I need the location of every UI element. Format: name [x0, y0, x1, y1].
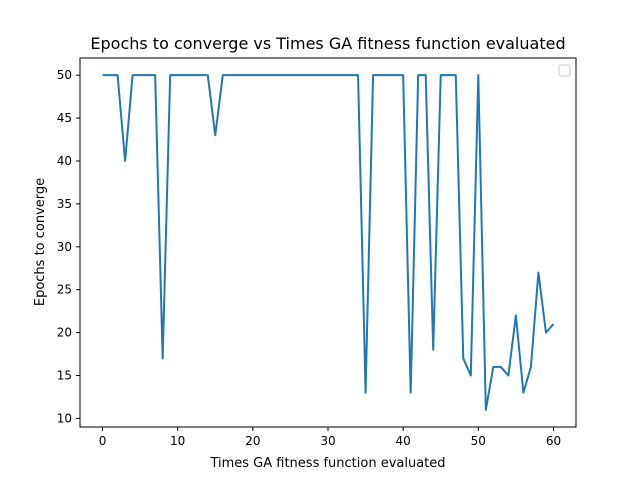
x-axis-label: Times GA fitness function evaluated: [209, 456, 445, 471]
legend: [558, 64, 571, 77]
x-tick-label: 10: [170, 434, 185, 448]
x-tick-label: 0: [99, 434, 107, 448]
x-tick-label: 40: [396, 434, 411, 448]
x-axis: 0 10 20 30 40 50 60: [99, 427, 561, 448]
y-tick-label: 15: [57, 369, 72, 383]
y-tick-label: 40: [57, 154, 72, 168]
y-axis-label: Epochs to converge: [33, 178, 48, 306]
x-tick-label: 30: [320, 434, 335, 448]
series-line-0: [102, 74, 555, 411]
y-tick-label: 30: [57, 240, 72, 254]
y-tick-label: 45: [57, 111, 72, 125]
y-tick-label: 35: [57, 197, 72, 211]
y-axis: 10 15 20 25 30 35 40 45 50: [57, 68, 80, 425]
series-layer: [102, 74, 555, 411]
chart-title: Epochs to converge vs Times GA fitness f…: [90, 34, 565, 53]
y-tick-label: 50: [57, 68, 72, 82]
y-tick-label: 20: [57, 326, 72, 340]
y-tick-label: 10: [57, 411, 72, 425]
y-tick-label: 25: [57, 283, 72, 297]
x-tick-label: 60: [546, 434, 561, 448]
x-tick-label: 50: [471, 434, 486, 448]
x-tick-label: 20: [245, 434, 260, 448]
